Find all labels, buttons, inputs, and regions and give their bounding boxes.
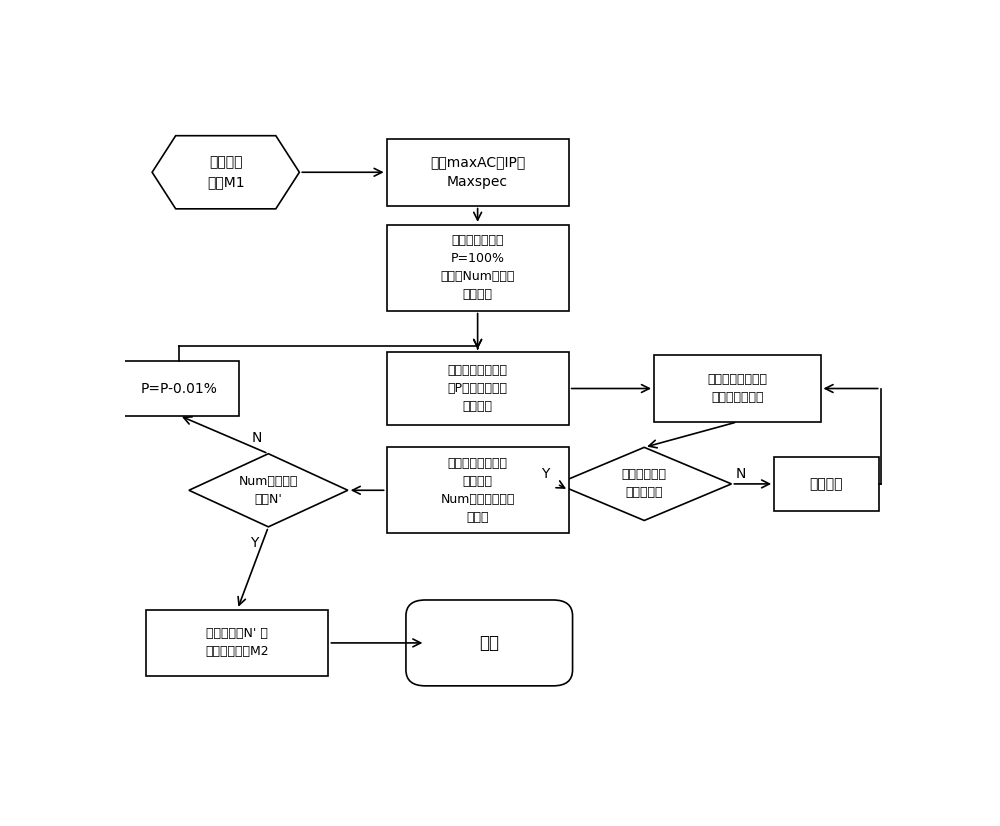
FancyBboxPatch shape: [146, 610, 328, 676]
Text: N: N: [736, 468, 746, 482]
Polygon shape: [189, 453, 348, 527]
Text: 取三个参数累积概
率P对应的值作为
三个阈値: 取三个参数累积概 率P对应的值作为 三个阈値: [448, 364, 508, 413]
Text: 待优化码
集合M1: 待优化码 集合M1: [207, 155, 245, 189]
FancyBboxPatch shape: [387, 139, 569, 206]
FancyBboxPatch shape: [406, 600, 573, 686]
FancyBboxPatch shape: [654, 355, 821, 422]
Text: 初始化累积概率
P=100%
初始化Num等于码
集合大小: 初始化累积概率 P=100% 初始化Num等于码 集合大小: [440, 234, 515, 301]
Text: Y: Y: [250, 536, 259, 550]
FancyBboxPatch shape: [119, 362, 239, 415]
Text: 保留该码并形成新
的码集合
Num等于当前码集
合大小: 保留该码并形成新 的码集合 Num等于当前码集 合大小: [440, 457, 515, 524]
Text: 得到大小为N' 的
待优化码集合M2: 得到大小为N' 的 待优化码集合M2: [206, 628, 269, 658]
Text: Y: Y: [541, 468, 550, 482]
Text: N: N: [252, 431, 262, 444]
Polygon shape: [152, 135, 299, 209]
Text: Num是否小于
等于N': Num是否小于 等于N': [239, 475, 298, 506]
Text: 结束: 结束: [479, 634, 499, 652]
FancyBboxPatch shape: [387, 448, 569, 534]
Text: P=P-0.01%: P=P-0.01%: [141, 382, 218, 396]
Text: 码集合中的所有码
与三个阈値比较: 码集合中的所有码 与三个阈値比较: [707, 373, 767, 404]
Text: 三个参数是否
都小于阈値: 三个参数是否 都小于阈値: [622, 468, 667, 500]
FancyBboxPatch shape: [387, 225, 569, 311]
Text: 抛弃该码: 抛弃该码: [810, 477, 843, 491]
FancyBboxPatch shape: [387, 352, 569, 425]
Text: 计算maxAC、IP和
Maxspec: 计算maxAC、IP和 Maxspec: [430, 155, 525, 189]
Polygon shape: [557, 448, 731, 520]
FancyBboxPatch shape: [774, 457, 879, 511]
